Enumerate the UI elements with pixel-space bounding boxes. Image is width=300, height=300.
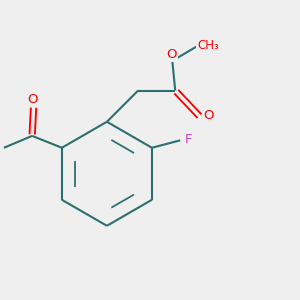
Text: O: O: [167, 48, 177, 61]
Text: F: F: [185, 133, 192, 146]
Text: CH₃: CH₃: [197, 39, 219, 52]
Text: O: O: [204, 109, 214, 122]
Text: O: O: [28, 92, 38, 106]
